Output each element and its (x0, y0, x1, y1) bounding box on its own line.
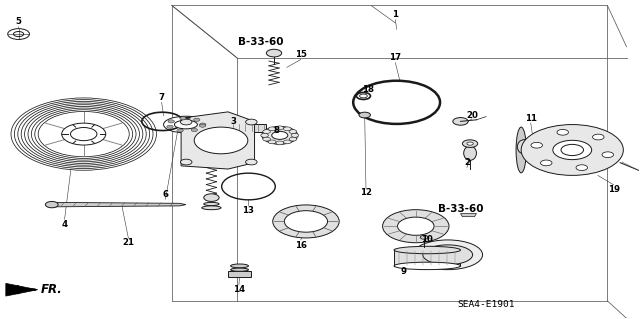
Ellipse shape (516, 127, 526, 173)
Circle shape (268, 140, 276, 144)
Text: 17: 17 (389, 53, 401, 62)
Text: 12: 12 (360, 188, 372, 197)
Text: 20: 20 (466, 111, 478, 120)
Circle shape (180, 117, 186, 120)
Circle shape (397, 217, 434, 235)
Circle shape (8, 29, 29, 40)
Ellipse shape (394, 262, 461, 270)
Text: 11: 11 (525, 114, 537, 123)
Circle shape (557, 130, 568, 135)
Text: 2: 2 (464, 158, 470, 167)
Circle shape (291, 133, 299, 137)
Text: 19: 19 (608, 185, 620, 194)
Circle shape (463, 140, 477, 147)
Text: 1: 1 (392, 11, 398, 19)
Ellipse shape (204, 202, 219, 205)
Circle shape (531, 142, 543, 148)
Circle shape (204, 194, 219, 201)
Text: 9: 9 (400, 267, 406, 276)
Text: 18: 18 (362, 85, 374, 94)
Ellipse shape (230, 264, 248, 268)
Circle shape (200, 124, 205, 127)
Circle shape (246, 119, 257, 125)
Text: 21: 21 (122, 238, 134, 247)
Circle shape (276, 126, 284, 130)
Ellipse shape (423, 245, 472, 265)
Polygon shape (6, 283, 38, 296)
Circle shape (268, 127, 276, 131)
Text: 4: 4 (61, 220, 68, 229)
Circle shape (180, 159, 192, 165)
Text: B-33-60: B-33-60 (239, 37, 284, 47)
Circle shape (13, 32, 24, 37)
Circle shape (200, 123, 206, 126)
Circle shape (276, 141, 284, 145)
Polygon shape (394, 250, 461, 266)
Circle shape (260, 133, 268, 137)
Text: 5: 5 (15, 17, 22, 26)
Circle shape (191, 129, 198, 132)
Text: B-33-60: B-33-60 (438, 204, 483, 214)
Circle shape (576, 165, 588, 170)
Ellipse shape (230, 268, 248, 271)
Ellipse shape (413, 240, 483, 270)
Text: 3: 3 (231, 117, 237, 126)
Polygon shape (461, 213, 476, 217)
Circle shape (273, 205, 339, 238)
Polygon shape (208, 124, 266, 131)
Circle shape (168, 120, 175, 123)
Circle shape (45, 201, 58, 208)
Circle shape (284, 140, 291, 144)
Bar (228, 271, 251, 277)
Circle shape (561, 145, 584, 156)
Circle shape (284, 211, 328, 232)
Circle shape (193, 118, 200, 121)
Ellipse shape (517, 140, 531, 154)
Circle shape (61, 123, 106, 145)
Ellipse shape (202, 206, 221, 210)
Text: 6: 6 (163, 190, 168, 199)
Ellipse shape (174, 120, 197, 129)
Text: 7: 7 (159, 93, 164, 102)
Polygon shape (53, 202, 186, 207)
Circle shape (263, 130, 271, 133)
Text: 15: 15 (295, 50, 307, 59)
Circle shape (467, 142, 473, 145)
Circle shape (602, 152, 614, 158)
Circle shape (383, 210, 449, 243)
Circle shape (289, 130, 297, 133)
Circle shape (284, 127, 291, 131)
Circle shape (167, 125, 173, 128)
Text: 13: 13 (243, 206, 255, 215)
Circle shape (360, 94, 367, 98)
Text: 10: 10 (420, 235, 433, 244)
Ellipse shape (464, 146, 476, 160)
Circle shape (521, 124, 623, 175)
Circle shape (553, 140, 591, 160)
Circle shape (262, 126, 298, 144)
Circle shape (289, 137, 297, 141)
Text: 14: 14 (233, 285, 245, 294)
Circle shape (593, 134, 604, 140)
Circle shape (177, 129, 183, 132)
Circle shape (541, 160, 552, 166)
Text: FR.: FR. (41, 283, 63, 296)
Circle shape (194, 127, 248, 154)
Circle shape (263, 137, 271, 141)
Circle shape (420, 235, 428, 239)
Ellipse shape (164, 116, 208, 133)
Ellipse shape (394, 246, 461, 254)
Circle shape (246, 159, 257, 165)
Circle shape (266, 49, 282, 57)
Circle shape (359, 112, 371, 118)
Polygon shape (181, 112, 255, 169)
Circle shape (70, 128, 97, 141)
Circle shape (180, 119, 192, 125)
Text: 16: 16 (295, 241, 307, 250)
Text: SEA4-E1901: SEA4-E1901 (458, 300, 515, 309)
Circle shape (272, 131, 288, 139)
Text: 8: 8 (273, 126, 280, 135)
Circle shape (453, 118, 468, 125)
